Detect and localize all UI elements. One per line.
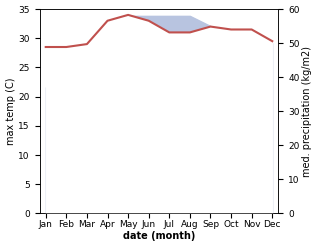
- Y-axis label: med. precipitation (kg/m2): med. precipitation (kg/m2): [302, 46, 313, 177]
- X-axis label: date (month): date (month): [123, 231, 195, 242]
- Y-axis label: max temp (C): max temp (C): [5, 78, 16, 145]
